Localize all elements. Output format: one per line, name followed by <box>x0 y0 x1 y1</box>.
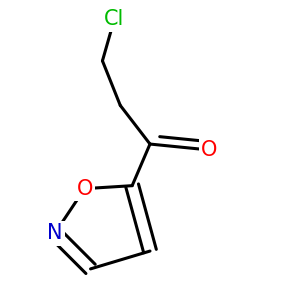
Text: N: N <box>47 223 63 243</box>
Text: O: O <box>201 140 218 160</box>
Text: O: O <box>76 178 93 199</box>
Text: Cl: Cl <box>104 9 124 29</box>
